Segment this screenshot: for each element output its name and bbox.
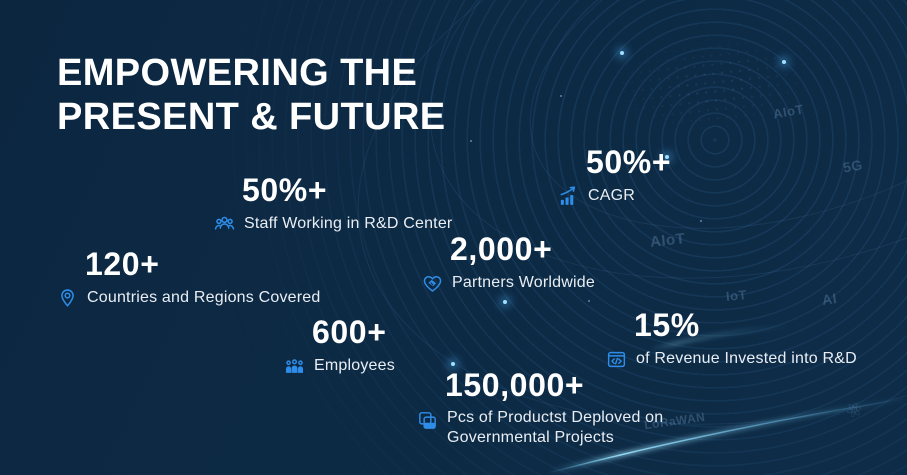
- bg-label-aiot: AIoT: [649, 230, 687, 251]
- stat-partners-value: 2,000+: [450, 231, 553, 267]
- heart-handshake-icon: [423, 275, 442, 292]
- star-speck: [700, 220, 702, 222]
- page-title-line1: EMPOWERING THE: [57, 52, 418, 95]
- stat-staff-rd-label: Staff Working in R&D Center: [244, 215, 453, 233]
- stat-revenue-rd-label: of Revenue Invested into R&D: [636, 350, 857, 368]
- stat-revenue-rd: 15% of Revenue Invested into R&D: [605, 307, 857, 371]
- star-speck: [560, 95, 562, 97]
- stat-products-deployed-value: 150,000+: [445, 367, 585, 403]
- people-group-icon: [214, 216, 235, 230]
- glow-dot: [503, 300, 507, 304]
- stat-countries-label: Countries and Regions Covered: [87, 289, 321, 307]
- bg-label-5g: 5G: [841, 156, 864, 176]
- stacked-devices-icon: [419, 411, 436, 429]
- glow-dot: [451, 362, 455, 366]
- stat-partners-label: Partners Worldwide: [452, 274, 595, 292]
- stat-cagr-value: 50%+: [586, 144, 672, 180]
- glow-dot: [620, 51, 624, 55]
- growth-chart-icon: [560, 186, 576, 205]
- bg-label-iot: IoT: [725, 287, 748, 304]
- stat-staff-rd-value: 50%+: [242, 172, 328, 208]
- page-title: EMPOWERING THE PRESENT & FUTURE: [57, 51, 446, 139]
- stat-revenue-rd-value: 15%: [634, 307, 700, 343]
- star-speck: [470, 140, 472, 142]
- stat-countries-value: 120+: [85, 246, 160, 282]
- stat-products-deployed: 150,000+ Pcs of Productst Deploved on Go…: [416, 367, 665, 448]
- bg-label-ai: AI: [820, 290, 839, 308]
- page-title-line2: PRESENT & FUTURE: [57, 96, 446, 139]
- glow-dot: [782, 60, 786, 64]
- stat-cagr: 50%+ CAGR: [557, 144, 672, 208]
- stat-countries: 120+ Countries and Regions Covered: [56, 246, 321, 310]
- stat-employees-label: Employees: [314, 357, 395, 375]
- code-window-icon: [607, 351, 626, 367]
- location-pin-icon: [61, 288, 74, 307]
- stat-employees-value: 600+: [312, 314, 387, 350]
- stat-cagr-label: CAGR: [588, 187, 636, 205]
- stat-partners: 2,000+ Partners Worldwide: [421, 231, 595, 295]
- bg-label-aiot-2: AIoT: [771, 101, 805, 122]
- stat-staff-rd: 50%+ Staff Working in R&D Center: [213, 172, 453, 236]
- employees-icon: [285, 358, 304, 373]
- atom-glyph: ⚛: [842, 398, 866, 424]
- stat-products-deployed-label: Pcs of Productst Deploved on Governmenta…: [447, 408, 664, 446]
- star-speck: [588, 300, 590, 302]
- stat-employees: 600+ Employees: [283, 314, 395, 378]
